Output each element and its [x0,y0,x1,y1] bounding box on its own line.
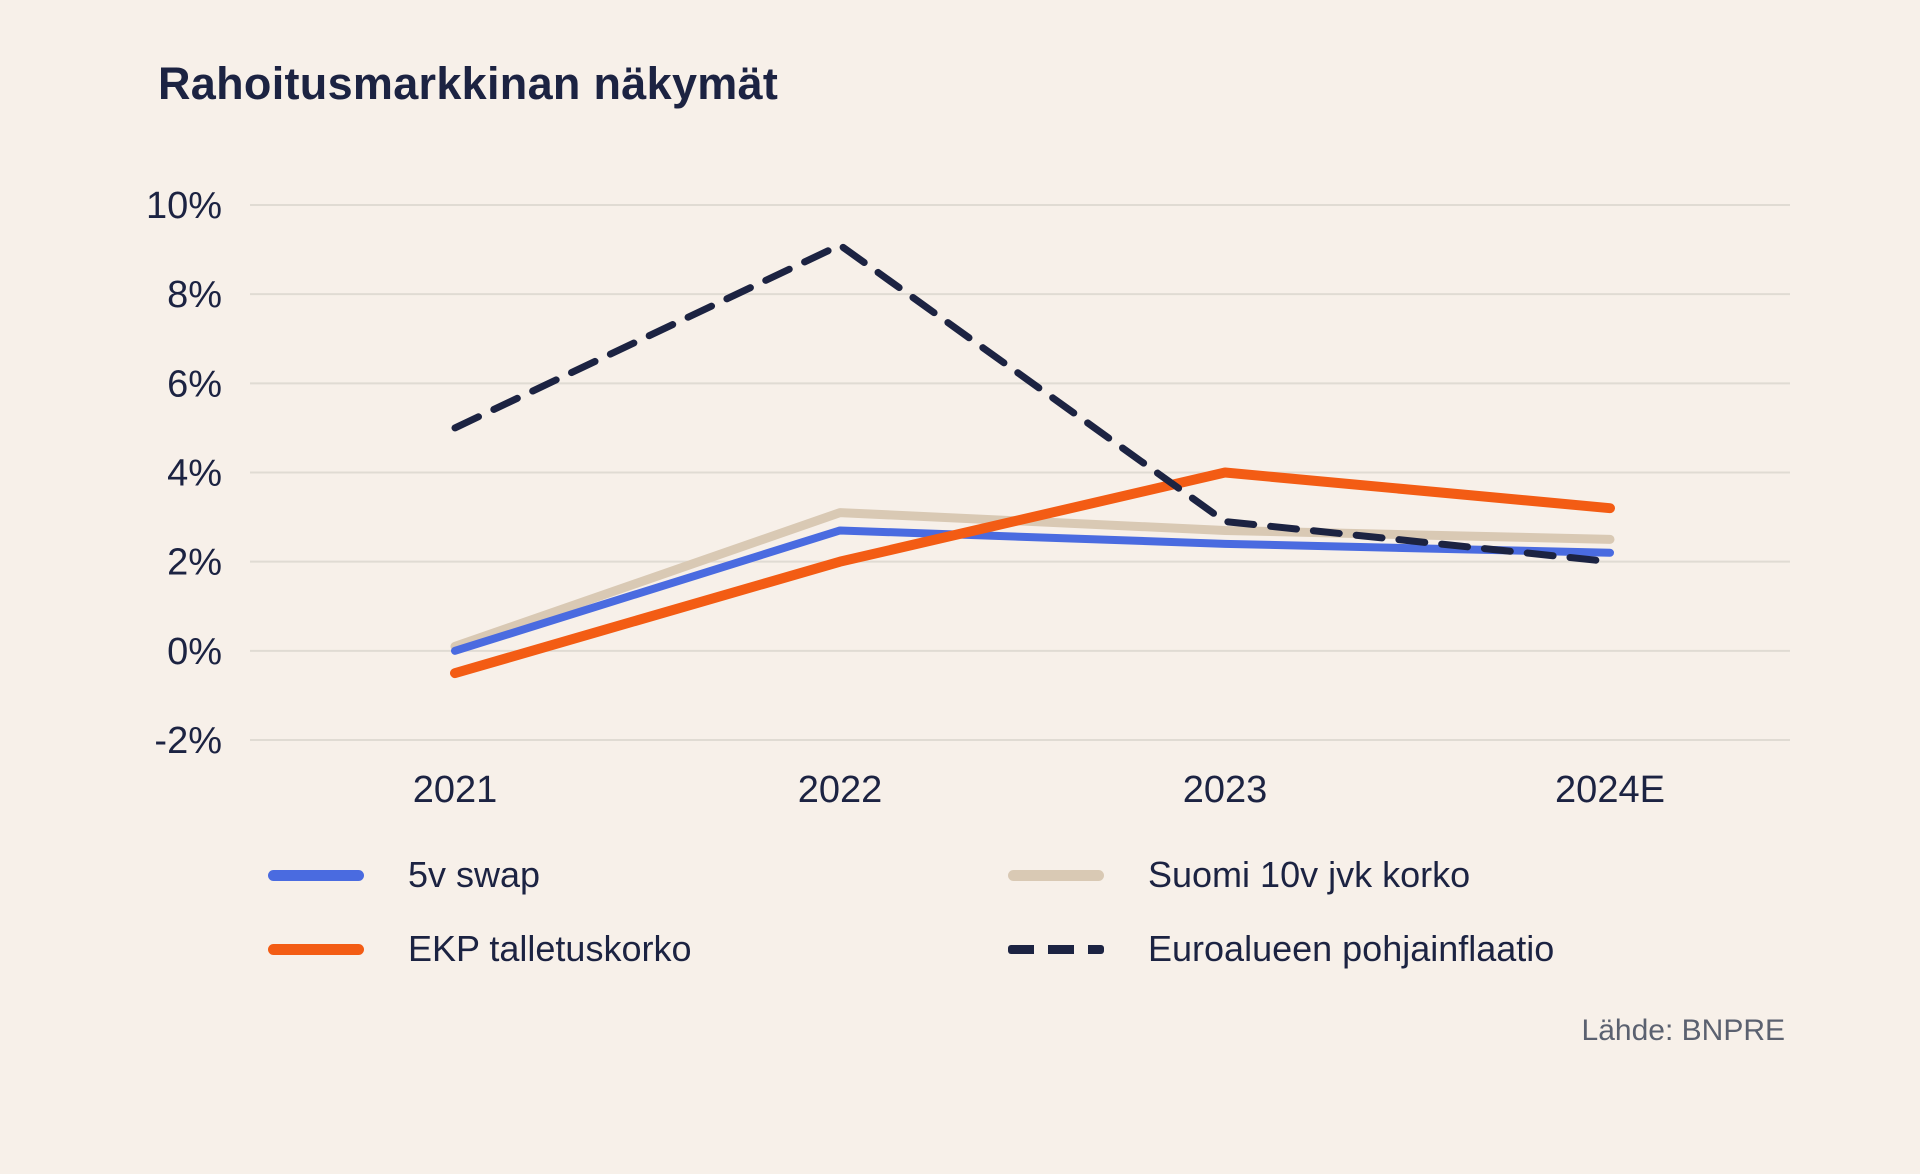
legend-label-5v-swap: 5v swap [408,854,541,895]
legend: 5v swap Suomi 10v jvk korko EKP talletus… [268,854,1728,970]
y-tick-label: 4% [167,453,222,495]
series-line-3 [451,241,1614,566]
y-tick-label: 6% [167,363,222,405]
y-tick-label: -2% [154,720,222,762]
legend-swatch-5v-swap [268,869,364,881]
legend-item: Euroalueen pohjainflaatio [1008,928,1728,970]
x-tick-label: 2022 [798,769,883,811]
legend-swatch-suomi-10v-jvk-korko [1008,869,1104,881]
legend-item: Suomi 10v jvk korko [1008,854,1728,896]
legend-item: 5v swap [268,854,1008,896]
y-tick-label: 8% [167,274,222,316]
legend-label-suomi-10v-jvk-korko: Suomi 10v jvk korko [1148,854,1471,895]
legend-label-euroalueen-pohjainflaatio: Euroalueen pohjainflaatio [1148,928,1555,969]
chart-title: Rahoitusmarkkinan näkymät [158,58,779,109]
legend-item: EKP talletuskorko [268,928,1008,970]
series-line-0 [451,526,1614,655]
y-tick-label: 10% [146,185,222,227]
series-line-2 [450,467,1615,679]
x-tick-label: 2024E [1555,769,1665,811]
source-label: Lähde: BNPRE [1581,1014,1785,1047]
x-tick-label: 2023 [1183,769,1268,811]
legend-swatch-ekp-talletuskorko [268,943,364,955]
x-tick-label: 2021 [413,769,498,811]
legend-label-ekp-talletuskorko: EKP talletuskorko [408,928,692,969]
y-tick-label: 2% [167,542,222,584]
y-tick-label: 0% [167,631,222,673]
legend-swatch-euroalueen-pohjainflaatio [1008,944,1104,954]
